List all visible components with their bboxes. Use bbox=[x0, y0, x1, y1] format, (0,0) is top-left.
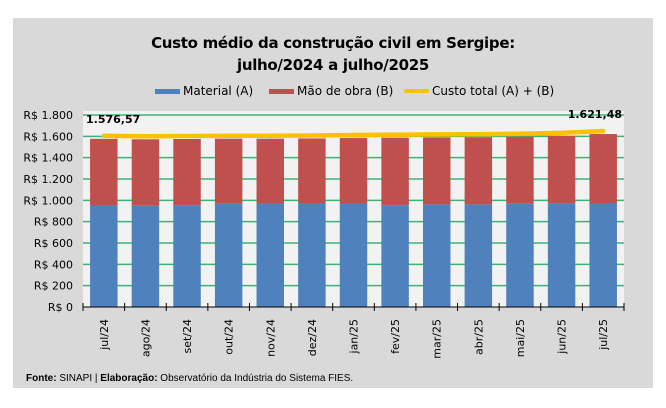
bar-material bbox=[90, 205, 118, 307]
y-tick-label: R$ 1.800 bbox=[23, 109, 73, 122]
legend-label-mao-de-obra: Mão de obra (B) bbox=[297, 84, 394, 98]
bar-mao-de-obra bbox=[214, 138, 243, 204]
x-tick-label: jul/25 bbox=[597, 319, 610, 351]
legend-label-material: Material (A) bbox=[183, 84, 254, 98]
bar-mao-de-obra bbox=[422, 137, 451, 205]
chart-title-line2: julho/2024 a julho/2025 bbox=[236, 56, 429, 74]
total-line bbox=[101, 128, 606, 139]
x-tick-label: jul/24 bbox=[98, 319, 111, 351]
bar-mao-de-obra bbox=[256, 138, 285, 204]
data-label: 1.621,48 bbox=[568, 108, 622, 121]
x-tick-label: nov/24 bbox=[264, 319, 277, 357]
bar-material bbox=[298, 203, 326, 307]
source-elab-value: Observatório da Indústria do Sistema FIE… bbox=[157, 373, 354, 384]
bar-mao-de-obra bbox=[131, 139, 160, 206]
bar-mao-de-obra bbox=[90, 138, 118, 206]
legend-item-custo-total: Custo total (A) + (B) bbox=[404, 84, 554, 98]
legend-swatch-mao-de-obra bbox=[269, 88, 294, 94]
y-tick-label: R$ 1.600 bbox=[23, 130, 73, 143]
x-tick-label: dez/24 bbox=[306, 319, 319, 356]
x-tick-label: out/24 bbox=[223, 319, 236, 355]
data-label: 1.576,57 bbox=[86, 113, 140, 126]
bar-mao-de-obra bbox=[547, 135, 576, 204]
legend-swatch-material bbox=[155, 88, 180, 94]
legend-item-mao-de-obra: Mão de obra (B) bbox=[269, 84, 393, 98]
y-tick-label: R$ 600 bbox=[34, 237, 73, 250]
source-fonte-label: Fonte: bbox=[26, 373, 57, 384]
x-tick-label: jun/25 bbox=[556, 319, 569, 355]
legend-label-custo-total: Custo total (A) + (B) bbox=[432, 84, 555, 98]
source-note: Fonte: SINAPI | Elaboração: Observatório… bbox=[26, 373, 353, 384]
bar-mao-de-obra bbox=[298, 138, 326, 203]
legend-item-material: Material (A) bbox=[155, 84, 253, 98]
bar-material bbox=[464, 204, 493, 307]
y-tick-label: R$ 1.200 bbox=[23, 173, 73, 186]
source-fonte-value: SINAPI | bbox=[56, 373, 101, 384]
x-tick-label: mar/25 bbox=[431, 319, 444, 359]
bar-mao-de-obra bbox=[506, 136, 534, 204]
bar-mao-de-obra bbox=[173, 139, 201, 206]
y-tick-label: R$ 1.000 bbox=[23, 194, 73, 207]
bar-material bbox=[422, 204, 451, 307]
x-tick-label: ago/24 bbox=[139, 319, 152, 357]
bar-material bbox=[589, 203, 617, 307]
chart-title: Custo médio da construção civil em Sergi… bbox=[13, 32, 653, 76]
x-tick-label: jan/25 bbox=[348, 319, 361, 354]
bar-material bbox=[256, 203, 285, 307]
y-tick-label: R$ 200 bbox=[34, 280, 73, 293]
bar-material bbox=[131, 205, 160, 307]
legend-swatch-custo-total bbox=[404, 89, 429, 93]
y-tick-label: R$ 0 bbox=[48, 301, 73, 314]
bar-mao-de-obra bbox=[381, 137, 409, 206]
x-tick-label: fev/25 bbox=[389, 319, 402, 354]
bar-material bbox=[173, 205, 201, 307]
x-tick-label: set/24 bbox=[181, 319, 194, 354]
bars bbox=[90, 134, 617, 307]
annotations: 1.576,57 1.621,48 bbox=[86, 108, 622, 126]
x-axis bbox=[82, 303, 625, 311]
bar-mao-de-obra bbox=[464, 137, 493, 205]
x-axis-ticks: jul/24 ago/24 set/24 out/24 nov/24 dez/24 jan/… bbox=[98, 319, 610, 359]
y-tick-label: R$ 800 bbox=[34, 216, 73, 229]
y-tick-label: R$ 400 bbox=[34, 258, 73, 271]
bar-mao-de-obra bbox=[339, 138, 368, 204]
x-tick-label: abr/25 bbox=[472, 319, 485, 355]
bar-material bbox=[381, 205, 409, 307]
bar-material bbox=[506, 203, 534, 307]
x-tick-label: mai/25 bbox=[514, 319, 527, 357]
y-axis-ticks: R$ 0 R$ 200 R$ 400 R$ 600 R$ 800 R$ 1.000 R$ 1… bbox=[23, 109, 73, 314]
bar-material bbox=[339, 203, 368, 307]
bar-mao-de-obra bbox=[589, 134, 617, 203]
bar-material bbox=[547, 203, 576, 307]
chart-title-line1: Custo médio da construção civil em Sergi… bbox=[151, 34, 515, 52]
source-elab-label: Elaboração: bbox=[100, 373, 158, 384]
bar-material bbox=[214, 203, 243, 307]
y-tick-label: R$ 1.400 bbox=[23, 152, 73, 165]
